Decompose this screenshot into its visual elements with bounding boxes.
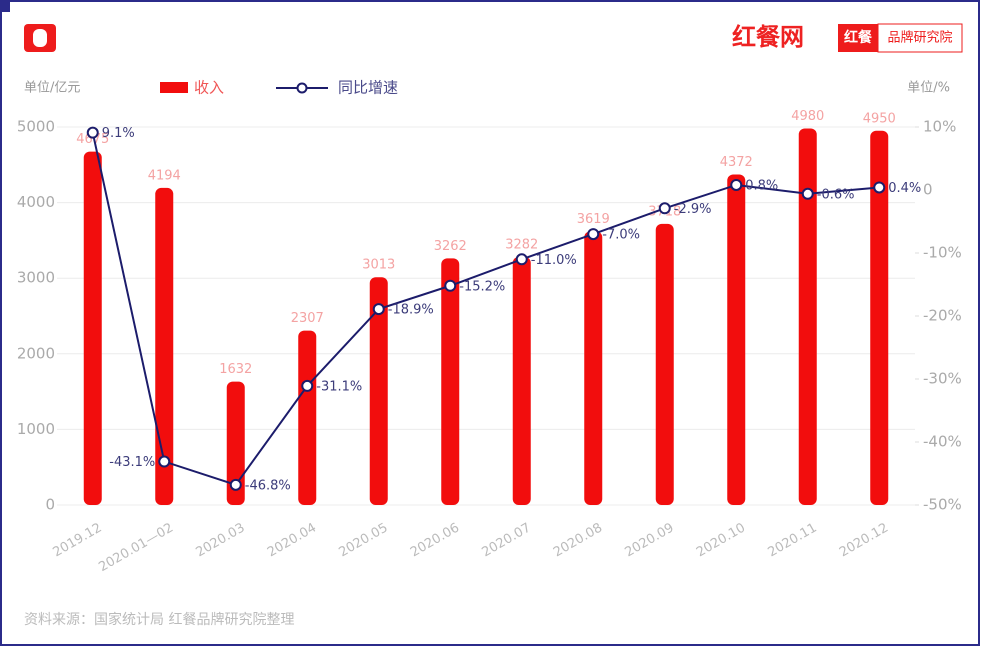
y2-tick-label: -20%	[923, 307, 962, 325]
logo-icon-inner	[33, 29, 47, 47]
y-axis-label: 单位/亿元	[24, 81, 80, 96]
line	[91, 132, 880, 487]
line-value-label: 0.8%	[745, 178, 778, 193]
line-point	[587, 228, 600, 241]
y-tick-label: 1000	[17, 420, 55, 438]
y2-tick-label: -40%	[923, 433, 962, 451]
y2-tick-label: -50%	[923, 496, 962, 514]
bar-value-label: 4950	[863, 111, 896, 126]
line-value-label: -43.1%	[109, 455, 155, 470]
y-tick-label: 0	[45, 496, 55, 514]
line-value-label: -46.8%	[245, 478, 291, 493]
line-value-label: 9.1%	[102, 126, 135, 141]
source: 资料来源：国家统计局 红餐品牌研究院整理	[24, 611, 294, 628]
y-tick-label: 3000	[17, 269, 55, 287]
line-value-label: 0.4%	[888, 181, 921, 196]
y-tick-label: 2000	[17, 344, 55, 362]
bar	[155, 187, 174, 505]
bar	[870, 130, 889, 505]
legend-swatch	[296, 82, 308, 94]
y2-tick-label: 0	[923, 181, 933, 199]
y2-axis-label: 单位/%	[907, 81, 950, 96]
badge-sub-text: 品牌研究院	[887, 30, 952, 46]
line-value-label: -31.1%	[316, 379, 362, 394]
line-value-label: -0.6%	[817, 187, 855, 202]
line-point	[229, 478, 242, 491]
bar-value-label: 3619	[577, 212, 610, 227]
line-point	[301, 379, 314, 392]
y2-tick-label: -10%	[923, 244, 962, 262]
legend-swatch	[160, 82, 188, 93]
y2-tick-label: -30%	[923, 370, 962, 388]
bar-value-label: 2307	[291, 311, 324, 326]
bar	[798, 128, 817, 505]
bar-value-label: 3282	[505, 237, 538, 252]
bar	[655, 223, 674, 506]
bar-value-label: 4980	[791, 109, 824, 124]
bar	[512, 256, 531, 505]
bar	[83, 151, 102, 505]
corner	[0, 0, 10, 12]
bar-value-label: 4194	[148, 168, 181, 183]
bar	[727, 174, 746, 505]
legend-label: 收入	[194, 79, 224, 97]
line-point	[444, 279, 457, 292]
bar	[226, 381, 245, 505]
y-tick-label: 4000	[17, 193, 55, 211]
line-point	[515, 253, 528, 266]
y2-tick-label: 10%	[923, 118, 956, 136]
bar-value-label: 4372	[720, 155, 753, 170]
line-value-label: -15.2%	[459, 279, 505, 294]
bar-value-label: 4675	[76, 132, 109, 147]
bar	[584, 231, 603, 505]
bar-value-label: 3262	[434, 239, 467, 254]
line-value-label: -11.0%	[531, 253, 577, 268]
line-point	[658, 202, 671, 215]
line-point	[730, 178, 743, 191]
line-value-label: -7.0%	[602, 228, 640, 243]
line-point	[86, 126, 99, 139]
badge-sub-box	[877, 23, 963, 53]
bar-value-label: 3013	[362, 258, 395, 273]
bar	[441, 258, 460, 505]
line-point	[158, 455, 171, 468]
bar	[369, 277, 388, 505]
line-point	[873, 181, 886, 194]
badge-box	[838, 24, 878, 52]
bar-value-label: 1632	[219, 362, 252, 377]
line-point	[372, 303, 385, 316]
logo-text: 红餐网	[732, 23, 804, 51]
badge-text: 红餐	[844, 29, 873, 46]
line-value-label: -18.9%	[388, 303, 434, 318]
line-value-label: -2.9%	[674, 202, 712, 217]
line-point	[801, 187, 814, 200]
legend-label: 同比增速	[338, 79, 398, 97]
y-tick-label: 5000	[17, 118, 55, 136]
bar	[298, 330, 317, 505]
